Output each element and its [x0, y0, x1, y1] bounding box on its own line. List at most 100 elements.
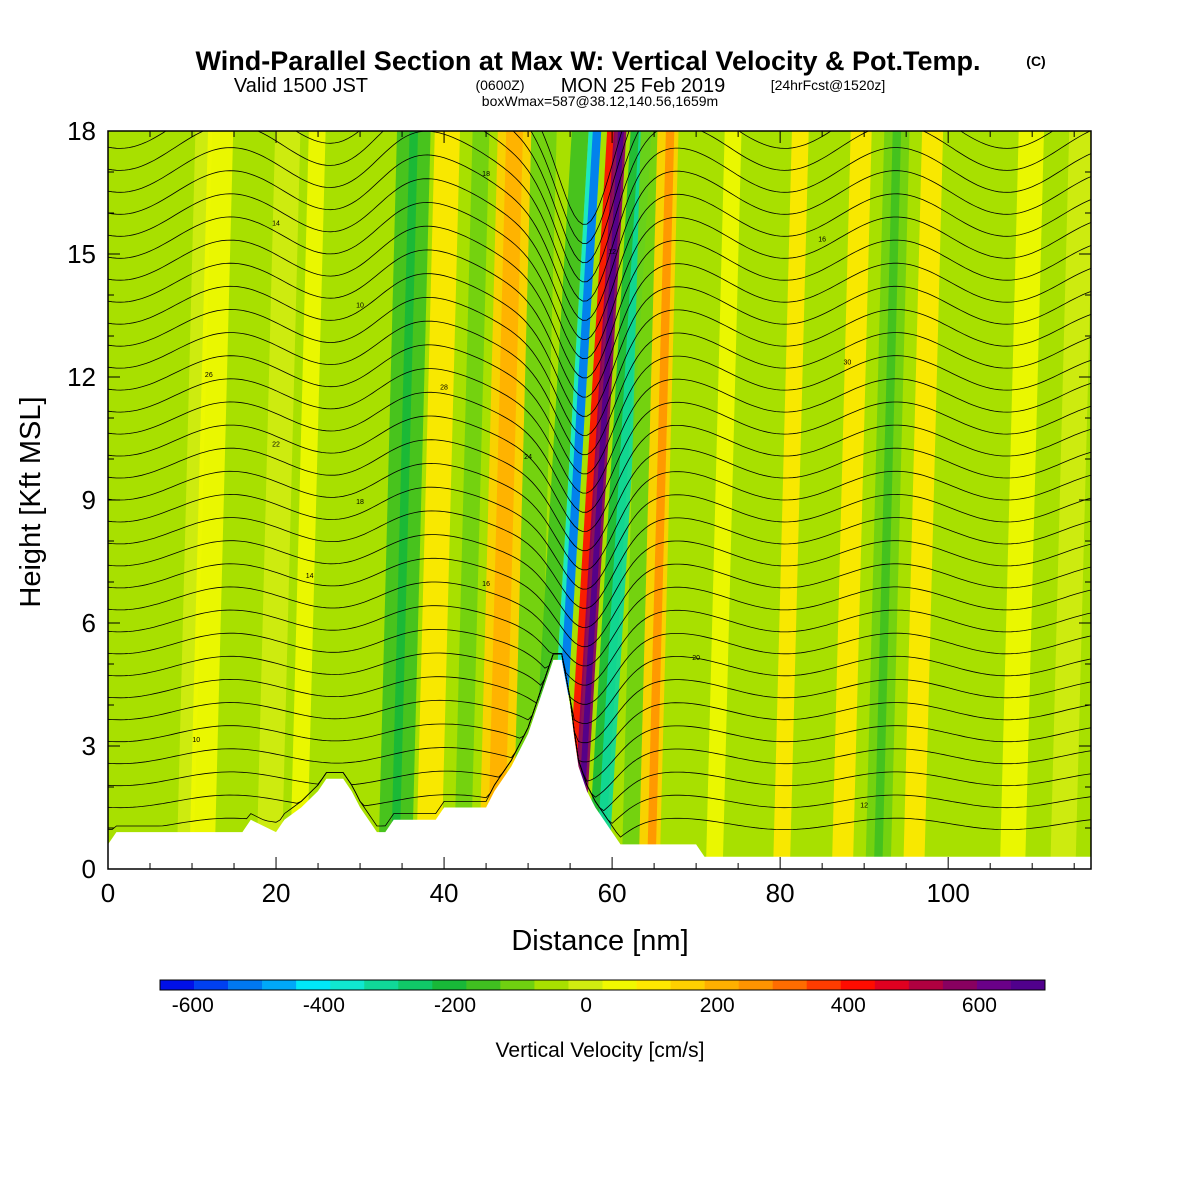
y-tick-label: 3 — [82, 731, 96, 761]
x-tick-label: 100 — [926, 878, 969, 908]
theta-contour — [108, 439, 1091, 552]
velocity-band — [873, 131, 902, 869]
velocity-band — [189, 131, 234, 869]
colorbar-tick-label: 0 — [580, 994, 592, 1017]
theta-contour — [108, 154, 1091, 321]
x-axis-ticks: 0 20 40 60 80 100 — [101, 131, 1075, 908]
valid-time-label: Valid 1500 JST — [234, 75, 368, 97]
colorbar-tick-label: 400 — [831, 994, 866, 1017]
theta-contour — [108, 629, 1091, 705]
colorbar-swatch — [160, 980, 195, 990]
theta-contour — [108, 653, 1091, 812]
theta-contour — [108, 249, 1091, 398]
colorbar-swatch — [670, 980, 705, 990]
x-axis-label: Distance [nm] — [511, 925, 688, 957]
theta-contour-label: 30 — [843, 360, 851, 367]
theta-contour — [108, 486, 1091, 590]
theta-contour-label: 12 — [860, 803, 868, 810]
theta-contour — [108, 653, 1091, 744]
y-tick-label: 18 — [67, 116, 96, 146]
y-tick-label: 12 — [67, 362, 96, 392]
theta-contour — [108, 320, 1091, 456]
colorbar-tick-label: -200 — [434, 994, 476, 1017]
theta-contour-label: 10 — [356, 302, 364, 309]
theta-contour-label: 24 — [524, 454, 532, 461]
theta-contour — [108, 368, 1091, 494]
velocity-band — [528, 131, 589, 869]
theta-contour — [108, 344, 1091, 475]
y-tick-label: 9 — [82, 485, 96, 515]
theta-contour — [108, 131, 1091, 283]
colorbar-swatch — [772, 980, 808, 990]
x-tick-label: 20 — [262, 878, 291, 908]
theta-contour-label: 18 — [356, 499, 364, 506]
velocity-band — [815, 131, 851, 869]
theta-contour — [108, 131, 1054, 264]
theta-contour — [108, 201, 1091, 360]
colorbar-swatch — [942, 980, 978, 990]
x-tick-label: 80 — [766, 878, 795, 908]
velocity-band — [336, 131, 381, 869]
theta-contour-label: 14 — [272, 220, 280, 227]
theta-contour-label: 12 — [608, 249, 616, 256]
chart-title: Wind-Parallel Section at Max W: Vertical… — [196, 46, 981, 76]
theta-contour-label: 28 — [440, 384, 448, 391]
colorbar-swatch — [636, 980, 671, 990]
velocity-band — [390, 131, 418, 869]
colorbar-tick-labels: -600 -400 -200 0 200 400 600 — [172, 994, 997, 1017]
colorbar-swatch — [500, 980, 535, 990]
velocity-band — [487, 131, 523, 869]
colorbar-swatch — [534, 980, 569, 990]
theta-contour — [108, 653, 1091, 763]
colorbar-swatch — [330, 980, 365, 990]
theta-contour — [108, 557, 1091, 648]
velocity-band — [256, 131, 301, 869]
valid-zulu-label: (0600Z) — [475, 77, 524, 93]
colorbar-swatch — [194, 980, 229, 990]
colorbar-swatch — [296, 980, 331, 990]
colorbar-swatch — [398, 980, 433, 990]
y-axis-ticks: 0 3 6 9 12 15 18 — [67, 116, 1091, 884]
theta-contour — [108, 462, 1091, 571]
theta-contour-label: 18 — [482, 171, 490, 178]
theta-contour — [108, 534, 1091, 628]
velocity-band — [903, 131, 944, 869]
colorbar-swatch — [976, 980, 1012, 990]
colorbar-swatch — [704, 980, 739, 990]
colorbar-swatch — [840, 980, 876, 990]
theta-contour — [108, 653, 1091, 798]
colorbar-swatch — [908, 980, 944, 990]
theta-contour-lines — [108, 131, 1091, 838]
velocity-band — [1050, 131, 1091, 869]
x-tick-label: 40 — [430, 878, 459, 908]
theta-contour-labels: 10 12 14 16 18 20 22 24 26 28 30 10 12 14 16 18 — [192, 171, 868, 809]
theta-contour-label: 16 — [482, 581, 490, 588]
theta-contour — [108, 225, 1091, 379]
velocity-band — [949, 131, 994, 869]
theta-contour-label: 14 — [306, 573, 314, 580]
velocity-band — [621, 131, 658, 869]
velocity-band — [739, 131, 780, 869]
colorbar — [159, 979, 1046, 991]
theta-contour-label: 22 — [272, 442, 280, 449]
colorbar-frame — [159, 979, 1046, 991]
velocity-band — [453, 131, 490, 869]
theta-contour — [541, 131, 623, 225]
velocity-band — [416, 131, 460, 869]
colorbar-swatch — [738, 980, 773, 990]
theta-contour — [108, 510, 1091, 609]
theta-contour — [108, 605, 1091, 686]
y-tick-label: 15 — [67, 239, 96, 269]
y-tick-label: 0 — [82, 854, 96, 884]
velocity-band — [999, 131, 1044, 869]
theta-contour — [108, 273, 1091, 417]
velocity-band — [668, 131, 708, 869]
colorbar-swatch — [602, 980, 637, 990]
terrain-profile — [108, 659, 1091, 869]
theta-contour-label: 20 — [692, 655, 700, 662]
velocity-band — [647, 131, 675, 869]
theta-contour — [108, 178, 1091, 340]
theta-contour — [108, 391, 1091, 513]
colorbar-swatch — [228, 980, 263, 990]
y-axis-label: Height [Kft MSL] — [15, 396, 47, 607]
